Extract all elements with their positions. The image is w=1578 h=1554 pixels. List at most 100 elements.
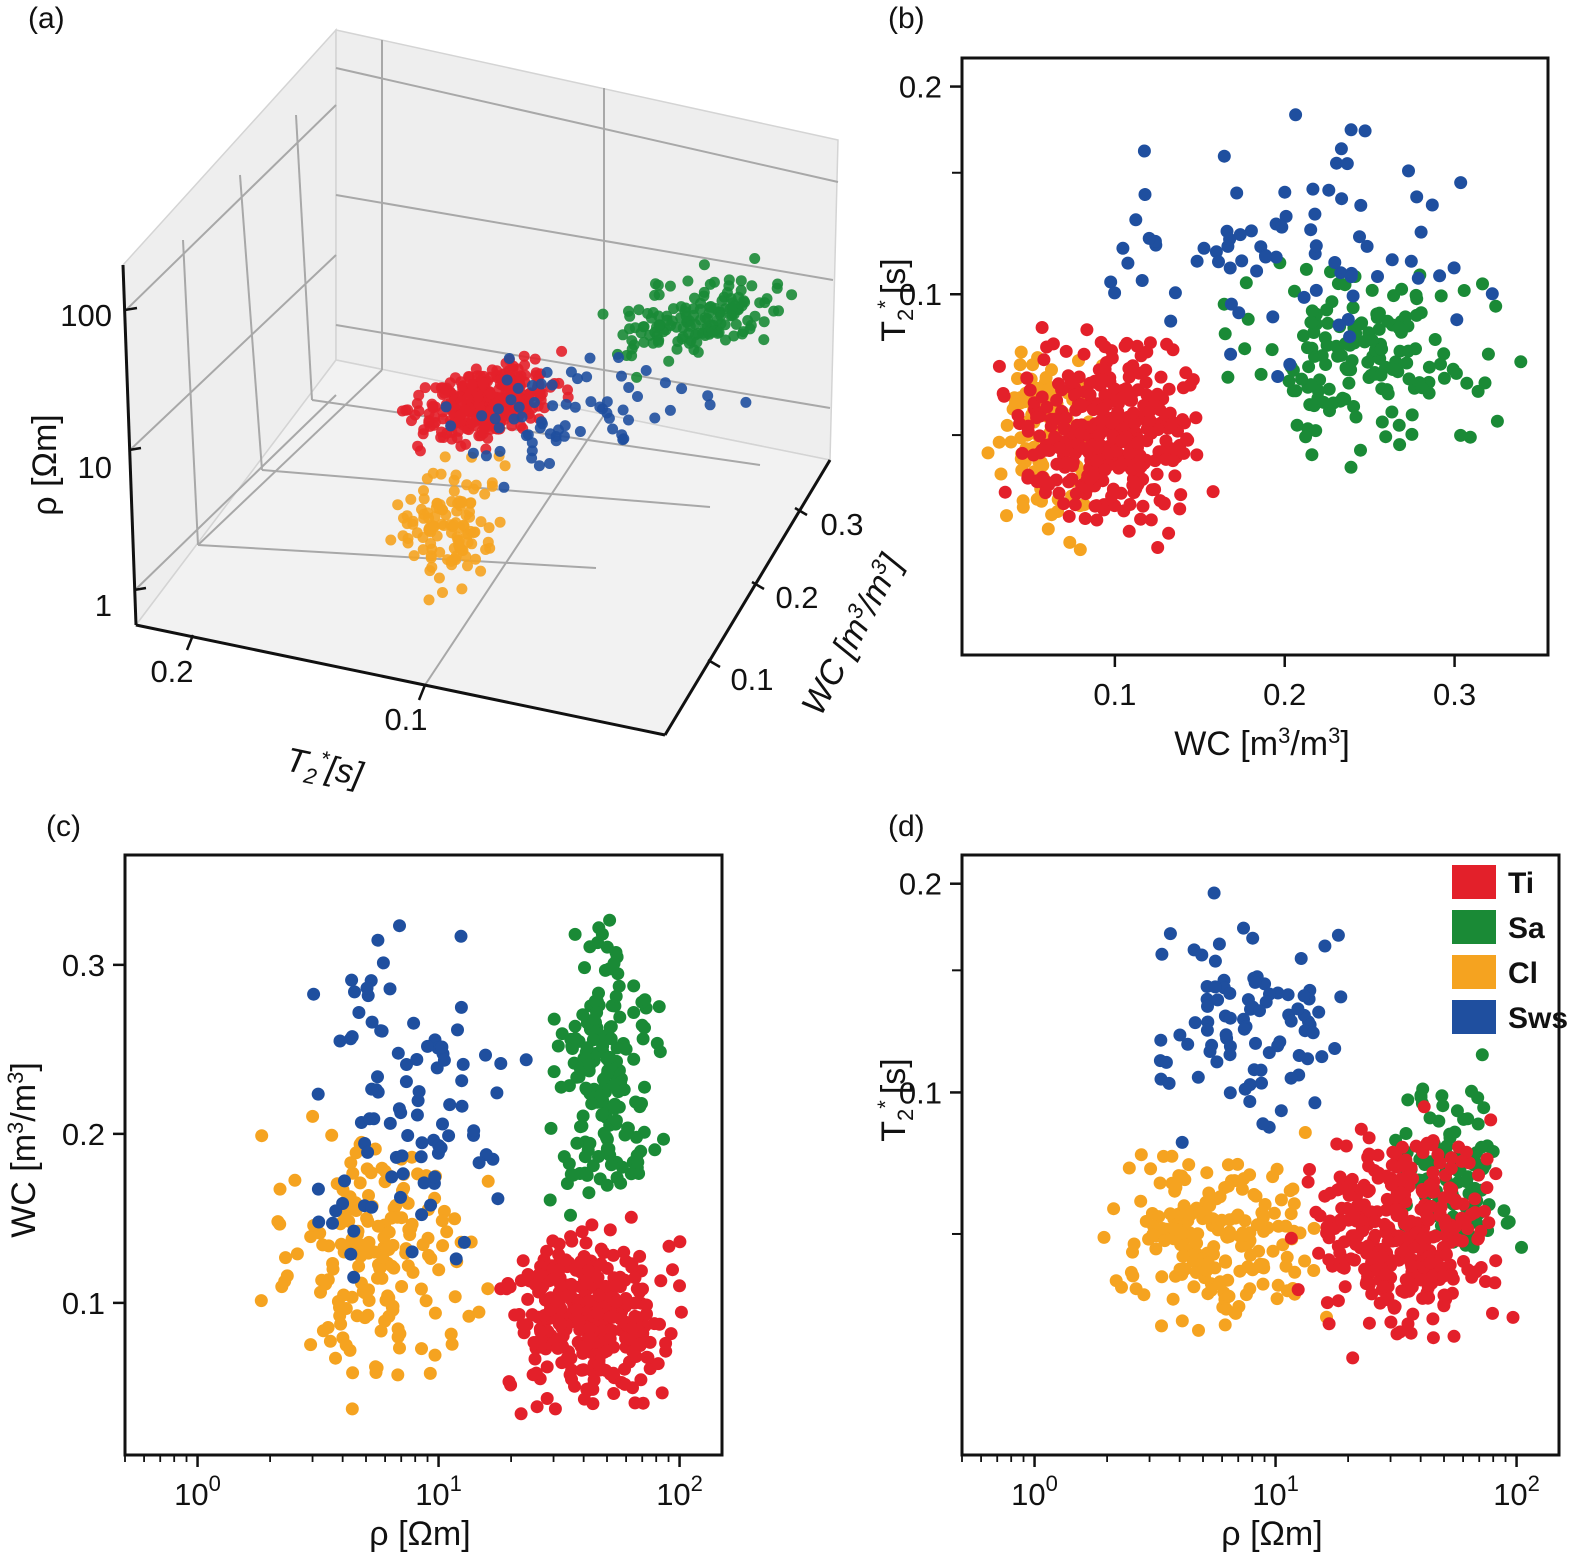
point-b-sa xyxy=(1393,438,1407,452)
point-d-cl xyxy=(1298,1254,1312,1268)
point-b-ti xyxy=(1162,526,1176,540)
point-c-ti xyxy=(529,1366,543,1380)
legend: Ti Sa Cl Sws xyxy=(1452,865,1568,1035)
point-b-sa xyxy=(1457,284,1471,297)
point-a-sws xyxy=(581,371,593,383)
point-b-ti xyxy=(998,485,1012,499)
point-d-ti xyxy=(1489,1167,1503,1181)
point-b-ti xyxy=(1136,499,1150,513)
point-a-cl xyxy=(401,510,413,522)
point-a-sws xyxy=(616,370,627,382)
point-a-sws xyxy=(480,450,492,462)
point-b-sa xyxy=(1320,338,1334,352)
point-a-cl xyxy=(464,497,476,509)
point-c-sa xyxy=(627,1052,641,1066)
point-c-ti xyxy=(582,1264,595,1278)
point-c-ti xyxy=(574,1255,588,1269)
point-a-cl xyxy=(435,468,447,480)
panel-b-label: (b) xyxy=(888,2,925,35)
point-d-cl xyxy=(1126,1269,1140,1283)
point-c-cl xyxy=(326,1262,340,1276)
point-d-sa xyxy=(1475,1048,1489,1062)
z-tick-label-100: 100 xyxy=(60,298,112,333)
point-c-sa xyxy=(609,1114,623,1127)
point-b-ti xyxy=(1048,412,1062,426)
point-a-sa xyxy=(633,304,645,316)
point-b-sa xyxy=(1301,341,1314,355)
point-c-cl xyxy=(393,1341,406,1355)
point-d-cl xyxy=(1213,1190,1227,1204)
x-axis-label: WC [m3/m3] xyxy=(793,546,911,721)
point-c-ti xyxy=(609,1279,623,1293)
point-d-ti xyxy=(1389,1203,1403,1217)
grid-left-1 xyxy=(125,104,337,311)
point-c-sws xyxy=(437,1053,451,1067)
point-c-sa xyxy=(557,1150,571,1164)
point-b-sa xyxy=(1437,371,1451,385)
point-d-ti xyxy=(1457,1255,1470,1268)
point-a-cl xyxy=(425,552,437,564)
point-d-cl xyxy=(1223,1225,1236,1239)
point-a-sws xyxy=(704,399,716,411)
point-d-ti xyxy=(1309,1205,1323,1219)
point-a-sws xyxy=(559,420,571,432)
point-c-ti xyxy=(603,1332,617,1346)
point-d-cl xyxy=(1235,1182,1249,1196)
point-b-cl xyxy=(1077,498,1091,512)
point-d-cl xyxy=(1231,1208,1245,1222)
point-c-cl xyxy=(432,1263,446,1277)
point-c-cl xyxy=(329,1351,342,1365)
point-c-ti xyxy=(546,1272,560,1286)
point-a-sa xyxy=(698,259,710,271)
point-c-sa xyxy=(595,1107,609,1121)
point-b-sa xyxy=(1344,460,1358,474)
point-b-sws xyxy=(1344,270,1358,284)
y-tick-label-b-0: 0.2 xyxy=(899,70,942,105)
point-c-sws xyxy=(393,919,406,933)
point-c-sws xyxy=(410,1108,424,1122)
point-a-sa xyxy=(730,318,742,330)
point-b-sws xyxy=(1129,213,1143,227)
point-d-ti xyxy=(1379,1203,1393,1217)
point-b-sws xyxy=(1404,254,1418,268)
point-c-cl xyxy=(423,1366,437,1380)
point-c-sa xyxy=(648,1143,662,1157)
point-c-ti xyxy=(512,1308,526,1321)
point-b-sa xyxy=(1295,372,1309,386)
point-d-cl xyxy=(1247,1188,1261,1201)
point-b-sws xyxy=(1275,220,1289,234)
point-c-ti xyxy=(564,1277,578,1291)
point-b-ti xyxy=(1134,460,1148,474)
point-a-sws xyxy=(702,390,714,402)
point-c-sa xyxy=(617,1083,631,1097)
point-d-ti xyxy=(1417,1100,1431,1114)
point-d-sws xyxy=(1281,988,1295,1002)
point-c-sa xyxy=(603,913,617,927)
x-tick-label-0.1: 0.1 xyxy=(730,662,773,697)
point-b-sws xyxy=(1223,261,1237,275)
point-a-sws xyxy=(508,413,520,425)
point-a-sws xyxy=(445,420,457,432)
point-b-sa xyxy=(1372,322,1386,336)
point-a-ti xyxy=(466,414,478,426)
point-b-sa xyxy=(1239,276,1253,290)
point-b-sa xyxy=(1374,368,1388,382)
point-a-sws xyxy=(503,353,515,364)
point-c-sa xyxy=(607,1099,621,1113)
point-b-ti xyxy=(1134,512,1148,526)
legend-swatch-cl xyxy=(1452,955,1496,989)
point-b-ti xyxy=(1050,457,1064,471)
point-c-sws xyxy=(410,1053,424,1066)
point-c-cl xyxy=(254,1294,268,1308)
point-b-ti xyxy=(1115,434,1129,448)
point-c-sa xyxy=(568,1019,582,1033)
point-c-sa xyxy=(615,1160,629,1174)
grid-left-v1 xyxy=(182,239,199,546)
point-b-sa xyxy=(1297,329,1310,343)
axes-b: 0.1 0.2 0.3 0.2 0.1 xyxy=(899,70,1476,712)
point-a-sa xyxy=(676,333,688,345)
point-c-sws xyxy=(352,1006,366,1019)
point-d-sws xyxy=(1212,937,1226,951)
point-b-cl xyxy=(1016,500,1030,514)
point-b-cl xyxy=(1045,508,1059,522)
